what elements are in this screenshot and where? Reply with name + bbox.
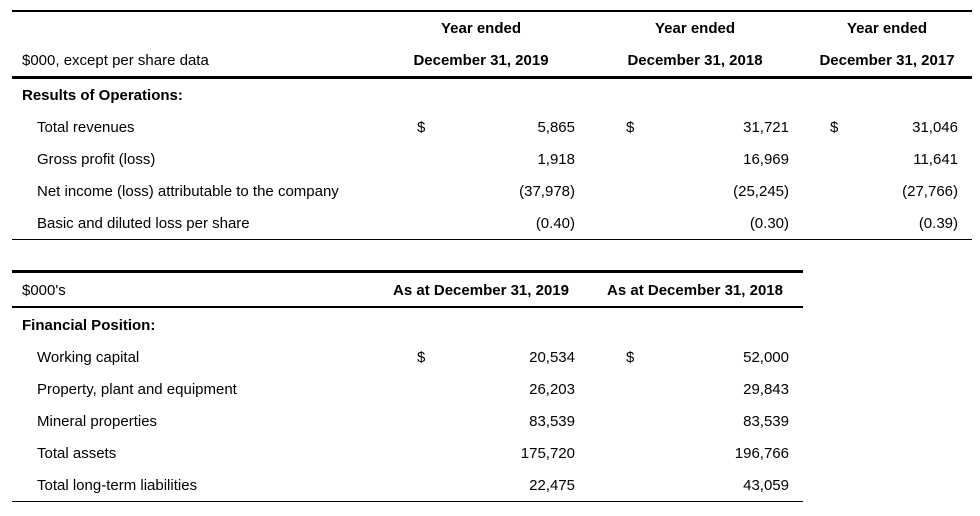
cell-value: 5,865	[537, 119, 575, 136]
cell-value: 83,539	[743, 413, 789, 430]
currency-symbol: $	[626, 119, 635, 136]
currency-symbol: $	[830, 119, 839, 136]
cell-value: (0.30)	[749, 215, 789, 232]
cell-value: 31,046	[912, 119, 958, 136]
column-header: As at December 31, 2019	[393, 282, 569, 299]
cell-value: 22,475	[529, 477, 575, 494]
currency-symbol: $	[417, 119, 426, 136]
currency-symbol: $	[417, 349, 426, 366]
row-label: Mineral properties	[37, 413, 158, 430]
unit-label: $000's	[22, 282, 66, 299]
cell-value: 20,534	[529, 349, 575, 366]
unit-label: $000, except per share data	[22, 52, 209, 69]
table2-top-rule	[12, 270, 803, 273]
cell-value: 43,059	[743, 477, 789, 494]
row-label: Property, plant and equipment	[37, 381, 237, 398]
cell-value: 26,203	[529, 381, 575, 398]
section-heading: Results of Operations:	[22, 87, 183, 104]
cell-value: (25,245)	[733, 183, 789, 200]
table2-header-rule	[12, 306, 803, 308]
table1-top-rule	[12, 10, 972, 12]
cell-value: 83,539	[529, 413, 575, 430]
column-header-line2: December 31, 2017	[819, 52, 955, 69]
cell-value: (37,978)	[519, 183, 575, 200]
cell-value: 1,918	[537, 151, 575, 168]
row-label: Total assets	[37, 445, 117, 462]
cell-value: 29,843	[743, 381, 789, 398]
column-header-line2: December 31, 2018	[627, 52, 763, 69]
currency-symbol: $	[626, 349, 635, 366]
cell-value: 175,720	[520, 445, 575, 462]
cell-value: (27,766)	[902, 183, 958, 200]
table2-bottom-rule	[12, 501, 803, 502]
row-label: Total revenues	[37, 119, 135, 136]
cell-value: 16,969	[743, 151, 789, 168]
cell-value: 11,641	[913, 151, 958, 168]
section-heading: Financial Position:	[22, 317, 156, 334]
cell-value: 52,000	[743, 349, 789, 366]
row-label: Basic and diluted loss per share	[37, 215, 250, 232]
column-header: As at December 31, 2018	[607, 282, 783, 299]
table1-header-rule	[12, 76, 972, 79]
cell-value: 196,766	[734, 445, 789, 462]
column-header-line1: Year ended	[440, 20, 522, 37]
cell-value: 31,721	[743, 119, 789, 136]
row-label: Gross profit (loss)	[37, 151, 156, 168]
row-label: Net income (loss) attributable to the co…	[37, 183, 339, 200]
row-label: Total long-term liabilities	[37, 477, 198, 494]
table1-bottom-rule	[12, 239, 972, 240]
column-header-line1: Year ended	[654, 20, 736, 37]
cell-value: (0.40)	[535, 215, 575, 232]
row-label: Working capital	[37, 349, 140, 366]
column-header-line2: December 31, 2019	[413, 52, 549, 69]
column-header-line1: Year ended	[846, 20, 928, 37]
cell-value: (0.39)	[918, 215, 958, 232]
